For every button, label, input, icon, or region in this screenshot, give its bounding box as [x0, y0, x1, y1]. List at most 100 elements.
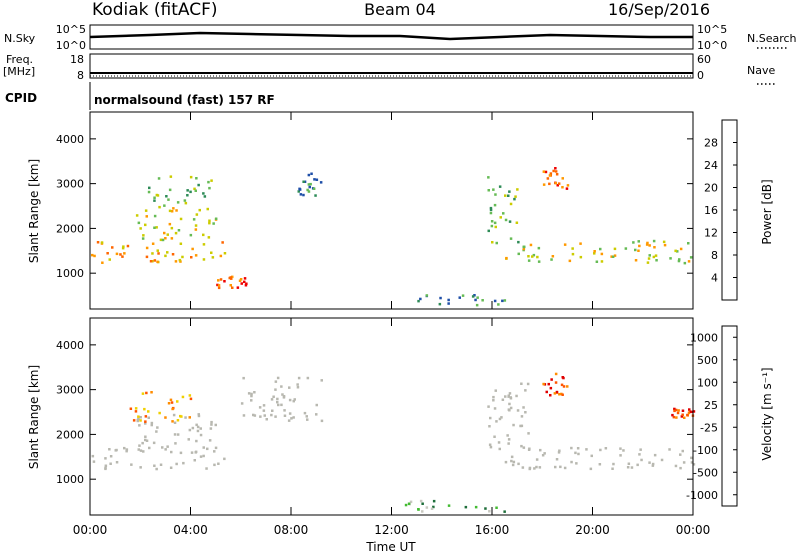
power-cell	[169, 175, 173, 178]
velocity-cell	[109, 462, 112, 465]
velocity-cell	[570, 460, 573, 464]
power-cell	[194, 254, 198, 257]
velocity-cell	[507, 442, 510, 445]
velocity-cell	[562, 376, 565, 380]
power-cell	[632, 241, 635, 244]
velocity-cell	[195, 439, 198, 443]
velocity-cell	[262, 409, 266, 412]
velocity-cell	[493, 407, 497, 410]
velocity-cell	[421, 502, 424, 505]
power-cell	[516, 188, 519, 191]
velocity-cell	[250, 392, 253, 396]
velocity-cell	[152, 441, 156, 445]
power-cell	[202, 192, 205, 195]
power-cell	[195, 177, 198, 180]
velocity-cell	[558, 449, 561, 452]
power-cell	[475, 303, 479, 307]
velocity-cell	[274, 380, 278, 383]
power-cell	[144, 223, 147, 227]
velocity-cell	[108, 448, 111, 451]
power-cell	[195, 213, 199, 216]
velocity-cell	[153, 464, 156, 467]
velocity-cell	[147, 410, 150, 413]
power-cell	[202, 233, 205, 237]
power-cell	[194, 228, 198, 231]
velocity-cell	[535, 465, 538, 469]
velocity-cell	[223, 457, 226, 461]
power-cell	[493, 299, 497, 303]
velocity-cell	[508, 402, 511, 406]
station-title: Kodiak (fitACF)	[92, 0, 218, 20]
power-cell	[174, 260, 178, 263]
power-cell	[548, 174, 552, 177]
velocity-cell	[276, 397, 279, 401]
power-cell	[194, 189, 197, 192]
power-ylabel: Slant Range [km]	[27, 159, 41, 263]
velocity-cell	[559, 465, 562, 469]
velocity-cell	[288, 412, 292, 415]
power-cell	[211, 256, 215, 259]
power-ytick-label: 3000	[56, 178, 84, 191]
velocity-cell	[169, 398, 173, 402]
power-cell	[135, 214, 139, 217]
power-cell	[611, 255, 615, 258]
power-cell	[315, 178, 319, 181]
velocity-cell	[214, 446, 218, 450]
power-cell	[654, 254, 658, 257]
velocity-cell	[287, 419, 291, 422]
velocity-cell	[139, 416, 142, 419]
power-cell	[515, 221, 519, 224]
velocity-cell	[196, 425, 200, 429]
velocity-cell	[528, 447, 531, 450]
velocity-cell	[161, 446, 164, 449]
velocity-cell	[150, 423, 153, 427]
velocity-cell	[488, 443, 492, 446]
beam-title: Beam 04	[364, 0, 436, 19]
power-cell	[167, 198, 170, 201]
velocity-colorbar-tick-label: -1000	[686, 489, 718, 502]
velocity-cell	[604, 447, 608, 450]
power-cell	[106, 252, 109, 255]
power-cell	[221, 241, 224, 244]
velocity-cell	[176, 419, 180, 422]
power-cell	[652, 239, 656, 243]
power-cell	[214, 217, 218, 220]
velocity-cell	[272, 395, 275, 398]
power-cell	[561, 177, 564, 180]
power-cell	[557, 182, 561, 185]
velocity-cell	[242, 414, 246, 417]
power-cell	[593, 250, 596, 253]
velocity-cell	[144, 435, 147, 438]
velocity-cell	[528, 466, 532, 470]
velocity-cell	[170, 401, 174, 404]
power-cell	[245, 282, 248, 285]
power-cell	[156, 260, 159, 264]
power-cell	[417, 299, 420, 303]
velocity-cell	[425, 506, 429, 509]
velocity-cell	[543, 452, 546, 455]
power-cell	[172, 207, 175, 210]
power-cell	[314, 194, 317, 197]
velocity-cell	[253, 391, 256, 394]
power-cell	[313, 178, 316, 181]
cpid-text: normalsound (fast) 157 RF	[94, 93, 275, 107]
x-tick-label: 04:00	[173, 523, 208, 537]
velocity-cell	[210, 423, 213, 426]
power-cell	[307, 183, 311, 186]
velocity-cell	[515, 394, 518, 398]
velocity-cell	[139, 449, 143, 452]
power-cell	[579, 255, 583, 259]
power-cell	[186, 194, 189, 197]
power-cell	[566, 184, 570, 187]
power-cell	[141, 237, 145, 240]
power-cell	[244, 284, 248, 287]
velocity-cell	[213, 463, 216, 467]
velocity-cell	[195, 423, 198, 427]
velocity-cell	[562, 385, 566, 388]
power-cell	[194, 224, 198, 227]
velocity-cell	[143, 407, 146, 411]
velocity-cell	[123, 446, 126, 450]
velocity-cell	[181, 395, 185, 399]
velocity-cell	[320, 379, 323, 382]
power-cell	[306, 188, 309, 192]
